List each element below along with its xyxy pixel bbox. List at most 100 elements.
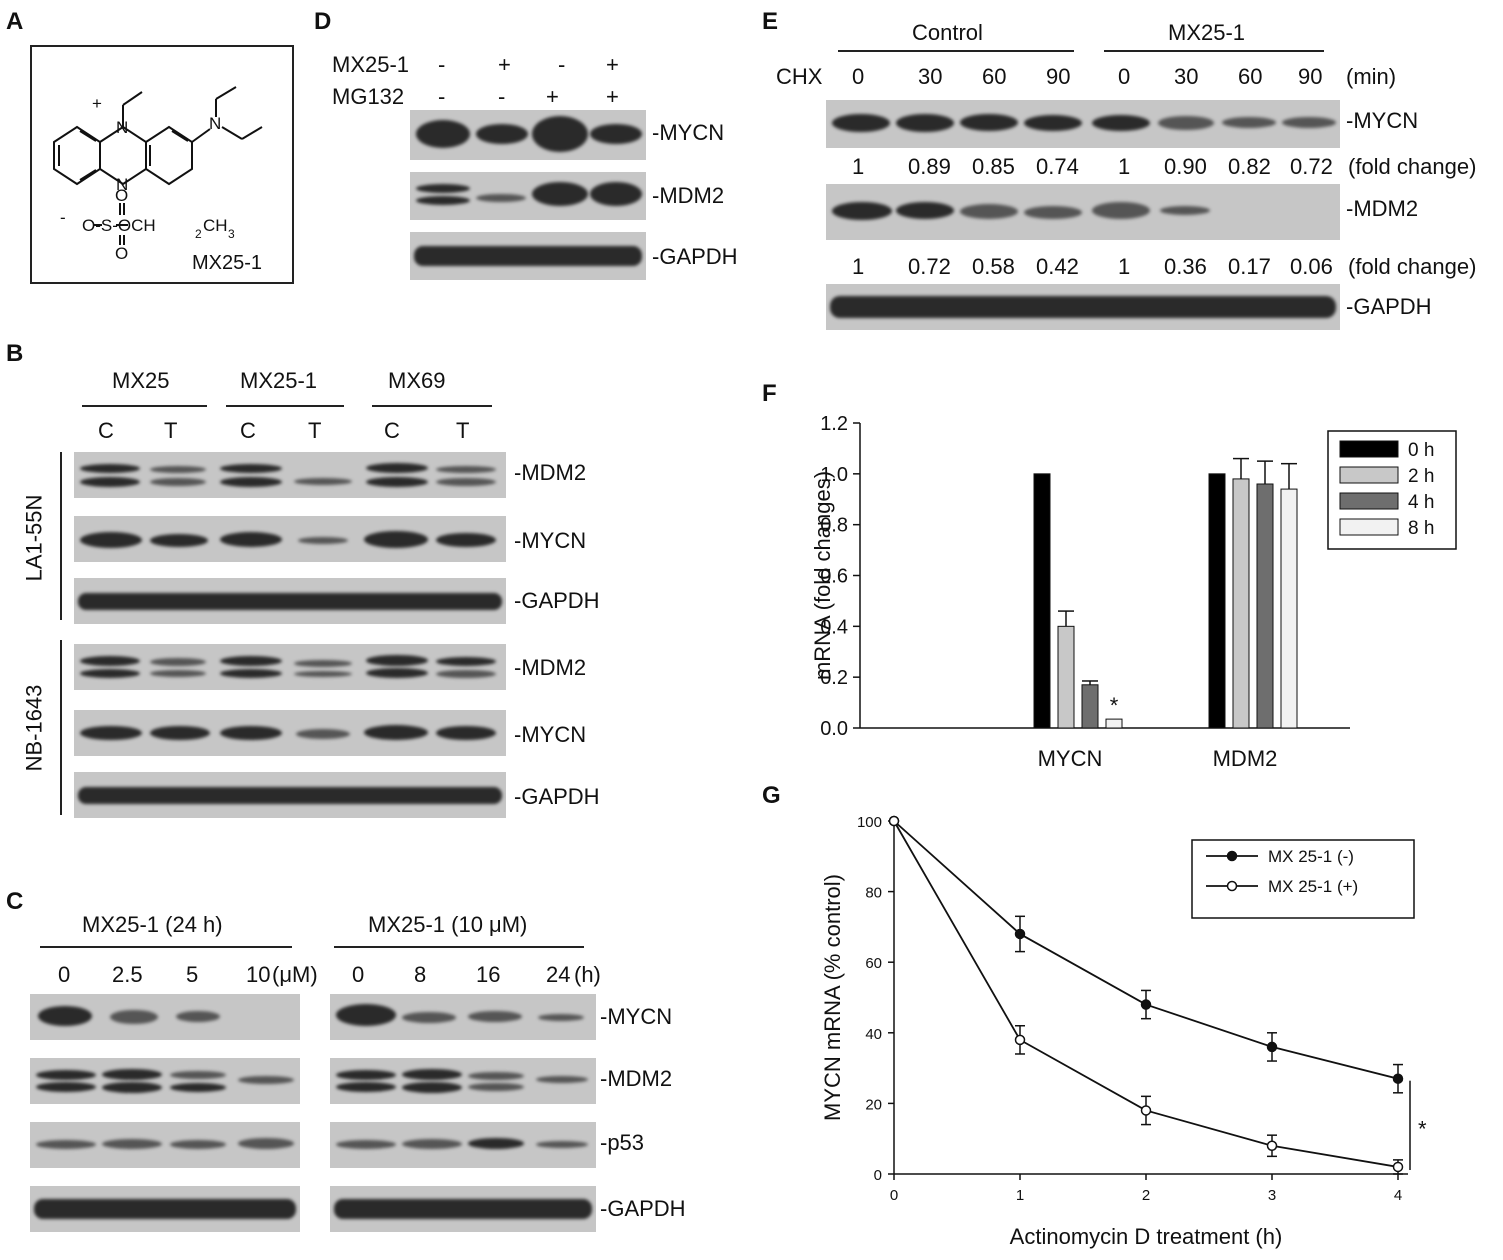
subscript-2: 2 — [195, 227, 202, 241]
c-right-unit: (h) — [574, 962, 601, 987]
group-underline — [372, 405, 492, 407]
c-left-title: MX25-1 (24 h) — [82, 912, 223, 937]
c-left-lane: 0 — [58, 962, 71, 987]
atom-n3: N — [209, 114, 221, 133]
d-sign: + — [606, 52, 619, 77]
legend-label: MX 25-1 (-) — [1268, 847, 1354, 866]
e-mycn-fold: 0.89 — [908, 154, 951, 179]
lane-label: C — [98, 418, 114, 443]
legend-label: 8 h — [1408, 518, 1434, 539]
e-chx-label: CHX — [776, 64, 823, 89]
band-label: -MYCN — [652, 120, 725, 145]
e-lane: 30 — [1174, 64, 1199, 89]
c-left-unit: (μM) — [272, 962, 318, 987]
panel-letter-e: E — [762, 8, 779, 35]
band-label: -MDM2 — [652, 183, 725, 208]
ester-ch: CH — [203, 216, 228, 235]
y-tick-label: 0 — [874, 1167, 882, 1184]
e-lane: 90 — [1298, 64, 1323, 89]
lane-label: T — [164, 418, 178, 443]
y-tick-label: 0.2 — [820, 667, 848, 689]
blot-strip-gapdh — [74, 772, 506, 818]
e-mycn-fold: 0.72 — [1290, 154, 1333, 179]
d-sign: - — [498, 84, 506, 109]
group-underline — [226, 405, 344, 407]
band-label: -p53 — [600, 1130, 645, 1155]
charge-minus: - — [60, 208, 66, 227]
e-blot-mdm2 — [826, 184, 1340, 240]
panel-letter-c: C — [6, 888, 24, 915]
x-axis-label: Actinomycin D treatment (h) — [1010, 1224, 1283, 1249]
group-label-mx25-1: MX25-1 — [240, 368, 318, 393]
bar-8h-MDM2 — [1280, 488, 1298, 729]
c-left-underline — [40, 946, 292, 948]
panel-letter-d: D — [314, 8, 332, 35]
e-mdm2-fold: 0.17 — [1228, 254, 1271, 279]
legend-label: MX 25-1 (+) — [1268, 877, 1358, 896]
data-point-1-4 — [1392, 1161, 1404, 1173]
d-blot-mycn — [410, 110, 646, 160]
d-sign: + — [498, 52, 511, 77]
band-label: -MYCN — [514, 722, 587, 747]
atom-n1: N — [116, 118, 128, 137]
lane-label: C — [384, 418, 400, 443]
chart-g-mycn-mrna-decay: 0 20 40 60 80 100 0 1 2 3 4 Actinomycin D treatment… — [820, 814, 1427, 1249]
x-category-label: MDM2 — [1213, 746, 1278, 771]
e-blot-gapdh — [826, 284, 1340, 330]
mx25-1-structure: N N N + - O O O-S-OCH 2 CH 3 MX25-1 — [53, 86, 263, 274]
band-label: -MYCN — [1346, 108, 1419, 133]
d-blot-mdm2 — [410, 172, 646, 220]
c-blot-left-p53 — [30, 1122, 300, 1168]
panel-letter-f: F — [762, 380, 777, 407]
y-tick-label: 60 — [865, 955, 882, 972]
atom-o-top: O — [115, 186, 128, 205]
band-label: -GAPDH — [514, 784, 600, 809]
band-label: -MYCN — [514, 528, 587, 553]
e-group-control: Control — [912, 20, 983, 45]
e-fold-label: (fold change) — [1348, 154, 1477, 179]
c-right-lane: 24 — [546, 962, 571, 987]
e-underline — [1104, 50, 1324, 52]
d-blot-gapdh — [410, 232, 646, 280]
cell-line-bracket — [60, 640, 62, 815]
data-point-0-1 — [1014, 928, 1026, 940]
x-tick-label: 2 — [1142, 1187, 1150, 1204]
c-right-lane: 0 — [352, 962, 365, 987]
ester-prefix: O-S-OCH — [82, 216, 156, 235]
band-label: -MYCN — [600, 1004, 673, 1029]
band-label: -GAPDH — [600, 1196, 686, 1221]
y-tick-label: 100 — [857, 814, 882, 831]
legend-label: 4 h — [1408, 492, 1434, 513]
panel-letter-a: A — [6, 8, 24, 35]
blot-strip-mycn — [74, 516, 506, 562]
legend-marker — [1226, 850, 1238, 862]
e-mdm2-fold: 1 — [1118, 254, 1131, 279]
d-sign: - — [438, 84, 446, 109]
c-left-lane: 10 — [246, 962, 271, 987]
e-mdm2-fold: 0.72 — [908, 254, 951, 279]
c-blot-right-gapdh — [330, 1186, 596, 1232]
x-tick-label: 1 — [1016, 1187, 1024, 1204]
d-sign: + — [546, 84, 559, 109]
e-mycn-fold: 0.85 — [972, 154, 1015, 179]
e-lane: 90 — [1046, 64, 1071, 89]
compound-label: MX25-1 — [192, 252, 262, 274]
e-mycn-fold: 1 — [1118, 154, 1131, 179]
e-mycn-fold: 1 — [852, 154, 865, 179]
blot-strip-mdm2 — [74, 452, 506, 498]
lane-label: T — [456, 418, 470, 443]
e-lane: 0 — [852, 64, 865, 89]
lane-label: C — [240, 418, 256, 443]
bar-2h-MDM2 — [1232, 478, 1250, 729]
e-mycn-fold: 0.82 — [1228, 154, 1271, 179]
band-label: -MDM2 — [514, 655, 587, 680]
data-point-1-2 — [1140, 1105, 1152, 1116]
e-mdm2-fold: 0.06 — [1290, 254, 1333, 279]
atom-n2: N — [116, 175, 128, 194]
y-axis-label: mRNA (fold changes) — [810, 471, 835, 680]
band-label: -MDM2 — [600, 1066, 673, 1091]
d-sign: - — [438, 52, 446, 77]
chart-f-mrna-fold-changes: 0.0 0.2 0.4 0.6 0.8 1.0 1.2 mRNA (fold changes)… — [810, 413, 1457, 771]
y-axis-label: MYCN mRNA (% control) — [820, 874, 845, 1121]
group-label-mx25: MX25 — [112, 368, 170, 393]
